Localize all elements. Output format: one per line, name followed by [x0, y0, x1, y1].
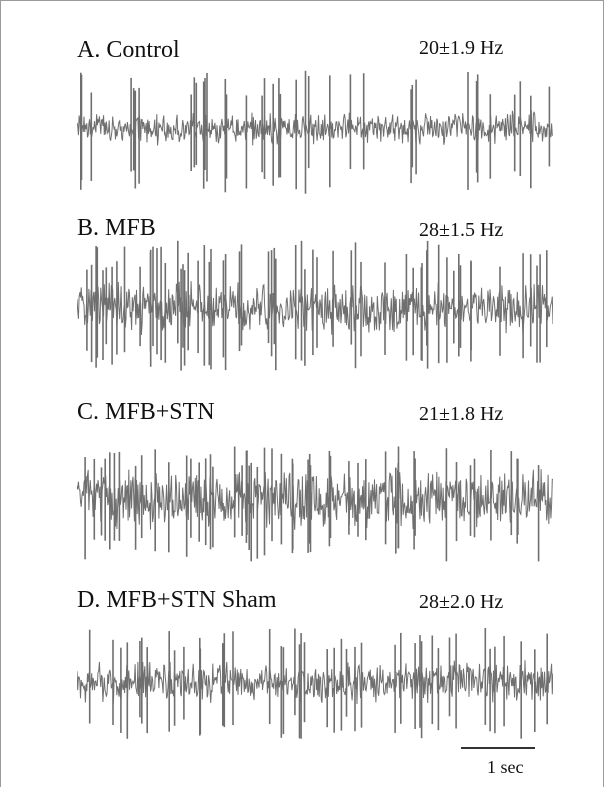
panel-c-rate: 21±1.8 Hz — [419, 403, 504, 425]
trace-mfb-stn — [77, 427, 553, 571]
time-scale-label: 1 sec — [487, 757, 524, 777]
trace-mfb-stn-sham — [77, 613, 553, 751]
trace-mfb-stn-svg — [77, 446, 553, 562]
trace-noise — [77, 281, 553, 336]
panel-b-rate: 28±1.5 Hz — [419, 219, 504, 241]
trace-noise — [77, 110, 553, 146]
time-scale-bar — [461, 747, 535, 749]
panel-d-rate: 28±2.0 Hz — [419, 591, 504, 613]
panel-a-label: A. Control — [77, 37, 180, 63]
trace-mfb-svg — [77, 240, 553, 371]
panel-d-label: D. MFB+STN Sham — [77, 587, 277, 613]
trace-control-svg — [77, 70, 553, 194]
trace-control — [77, 59, 553, 197]
trace-noise — [77, 660, 553, 705]
panel-b-label: B. MFB — [77, 215, 156, 241]
trace-mfb-stn-sham-svg — [77, 628, 553, 739]
panel-a-rate: 20±1.9 Hz — [419, 37, 504, 59]
trace-noise — [77, 469, 553, 530]
trace-mfb — [77, 233, 553, 383]
panel-c-label: C. MFB+STN — [77, 399, 215, 425]
